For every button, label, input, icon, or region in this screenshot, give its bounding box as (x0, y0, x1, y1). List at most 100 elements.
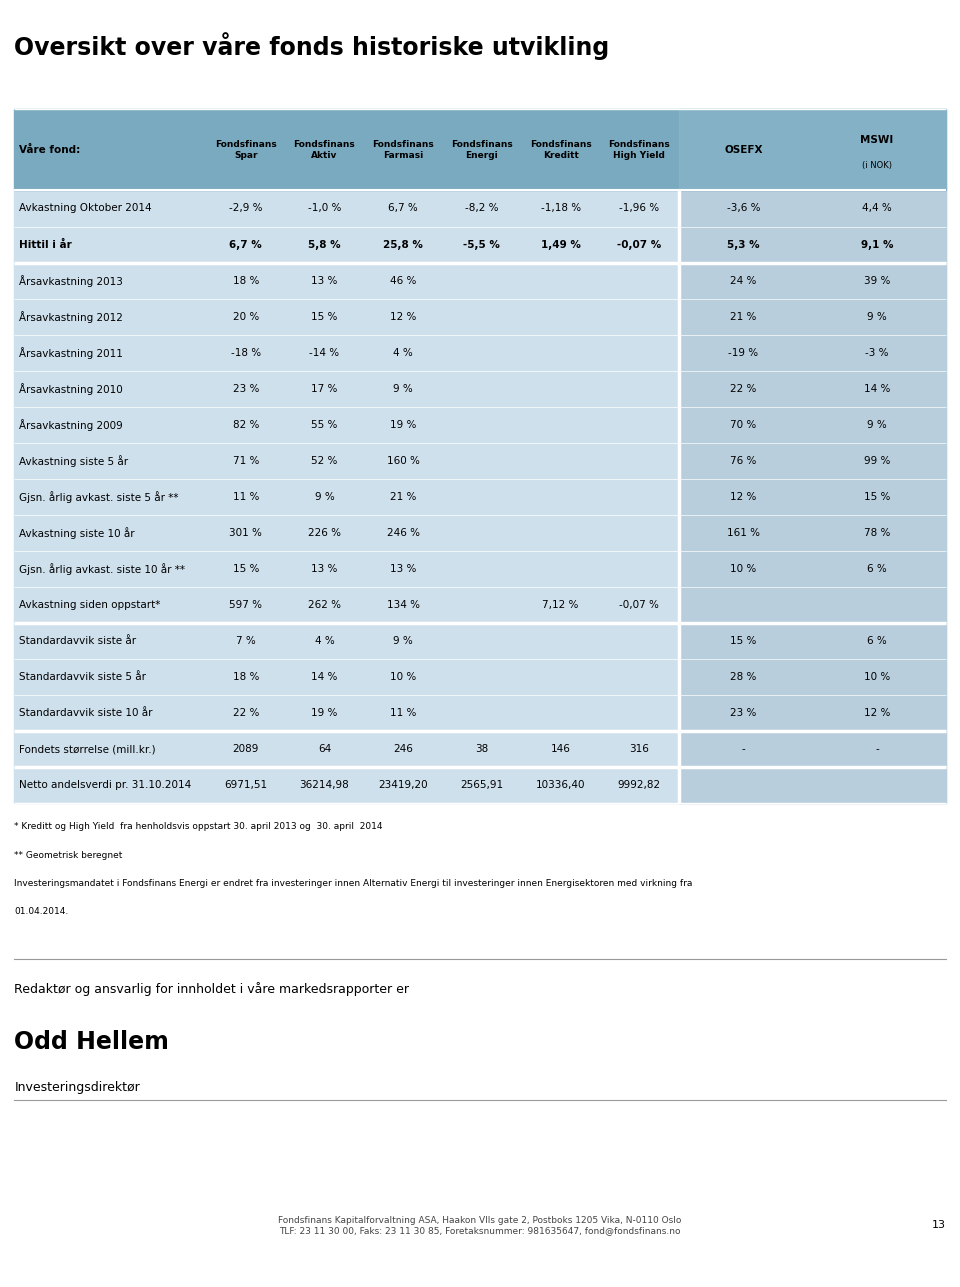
Text: Hittil i år: Hittil i år (19, 239, 72, 250)
Text: (i NOK): (i NOK) (862, 161, 892, 170)
Text: 597 %: 597 % (229, 600, 262, 610)
Text: 20 %: 20 % (232, 311, 259, 322)
Text: Gjsn. årlig avkast. siste 10 år **: Gjsn. årlig avkast. siste 10 år ** (19, 562, 185, 575)
Text: 46 %: 46 % (390, 275, 417, 286)
Text: 10 %: 10 % (864, 672, 890, 682)
Text: 23 %: 23 % (731, 708, 756, 718)
Text: 82 %: 82 % (232, 420, 259, 430)
Text: 246 %: 246 % (387, 528, 420, 538)
Text: 6,7 %: 6,7 % (389, 203, 418, 214)
Text: Årsavkastning 2011: Årsavkastning 2011 (19, 346, 123, 359)
Text: 17 %: 17 % (311, 384, 338, 394)
Text: -19 %: -19 % (729, 347, 758, 358)
Text: -14 %: -14 % (309, 347, 340, 358)
Text: 14 %: 14 % (864, 384, 890, 394)
Text: 78 %: 78 % (864, 528, 890, 538)
Text: Fondets størrelse (mill.kr.): Fondets størrelse (mill.kr.) (19, 744, 156, 754)
Text: 11 %: 11 % (390, 708, 417, 718)
Text: 9 %: 9 % (394, 384, 413, 394)
Text: 9992,82: 9992,82 (618, 780, 660, 790)
Text: 6 %: 6 % (867, 564, 887, 574)
Text: 15 %: 15 % (731, 636, 756, 646)
Text: 4 %: 4 % (394, 347, 413, 358)
Text: -2,9 %: -2,9 % (229, 203, 262, 214)
Text: 161 %: 161 % (727, 528, 760, 538)
Text: 7 %: 7 % (236, 636, 255, 646)
Text: 7,12 %: 7,12 % (542, 600, 579, 610)
Text: 9 %: 9 % (867, 311, 887, 322)
Text: 38: 38 (475, 744, 489, 754)
Text: 14 %: 14 % (311, 672, 338, 682)
Text: 10 %: 10 % (390, 672, 417, 682)
Text: -8,2 %: -8,2 % (466, 203, 498, 214)
Bar (679, 109, 946, 190)
Text: Odd Hellem: Odd Hellem (14, 1030, 169, 1054)
Text: 301 %: 301 % (229, 528, 262, 538)
Text: Årsavkastning 2009: Årsavkastning 2009 (19, 418, 123, 431)
Text: Årsavkastning 2013: Årsavkastning 2013 (19, 274, 123, 287)
Text: 22 %: 22 % (731, 384, 756, 394)
Text: 1,49 %: 1,49 % (540, 239, 581, 250)
Text: Årsavkastning 2010: Årsavkastning 2010 (19, 382, 123, 395)
Text: -: - (876, 744, 878, 754)
Text: 76 %: 76 % (731, 456, 756, 466)
Text: 4 %: 4 % (315, 636, 334, 646)
Text: 5,3 %: 5,3 % (728, 239, 759, 250)
Text: Fondsfinans
Kreditt: Fondsfinans Kreditt (530, 140, 591, 160)
Text: 25,8 %: 25,8 % (383, 239, 423, 250)
Text: MSWI: MSWI (860, 135, 894, 144)
Text: 10336,40: 10336,40 (536, 780, 586, 790)
Text: 5,8 %: 5,8 % (308, 239, 341, 250)
Text: -3 %: -3 % (865, 347, 889, 358)
Text: 12 %: 12 % (390, 311, 417, 322)
Text: 2089: 2089 (232, 744, 259, 754)
Text: 262 %: 262 % (308, 600, 341, 610)
Bar (14, 190, 946, 803)
Text: 146: 146 (551, 744, 570, 754)
Text: 9 %: 9 % (867, 420, 887, 430)
Text: Standardavvik siste 10 år: Standardavvik siste 10 år (19, 708, 153, 718)
Text: -1,18 %: -1,18 % (540, 203, 581, 214)
Text: Investeringsdirektør: Investeringsdirektør (14, 1081, 140, 1094)
Text: Investeringsmandatet i Fondsfinans Energi er endret fra investeringer innen Alte: Investeringsmandatet i Fondsfinans Energ… (14, 879, 693, 888)
Text: Årsavkastning 2012: Årsavkastning 2012 (19, 310, 123, 323)
Text: Standardavvik siste år: Standardavvik siste år (19, 636, 136, 646)
Text: -1,0 %: -1,0 % (308, 203, 341, 214)
Text: Avkastning siste 5 år: Avkastning siste 5 år (19, 454, 129, 467)
Text: 15 %: 15 % (311, 311, 338, 322)
Text: Redaktør og ansvarlig for innholdet i våre markedsrapporter er: Redaktør og ansvarlig for innholdet i vå… (14, 982, 409, 996)
Text: Avkastning siste 10 år: Avkastning siste 10 år (19, 526, 134, 539)
Text: Våre fond:: Våre fond: (19, 145, 81, 154)
Text: 70 %: 70 % (731, 420, 756, 430)
Text: 15 %: 15 % (864, 492, 890, 502)
Text: 39 %: 39 % (864, 275, 890, 286)
Text: 18 %: 18 % (232, 275, 259, 286)
Text: 19 %: 19 % (390, 420, 417, 430)
Text: 13 %: 13 % (311, 564, 338, 574)
Text: 2565,91: 2565,91 (461, 780, 503, 790)
Bar (679, 190, 946, 803)
Text: Fondsfinans
Aktiv: Fondsfinans Aktiv (294, 140, 355, 160)
Text: 21 %: 21 % (731, 311, 756, 322)
Text: 316: 316 (630, 744, 649, 754)
Text: -5,5 %: -5,5 % (464, 239, 500, 250)
Text: 9 %: 9 % (315, 492, 334, 502)
Text: OSEFX: OSEFX (724, 145, 763, 154)
Text: 160 %: 160 % (387, 456, 420, 466)
Text: ** Geometrisk beregnet: ** Geometrisk beregnet (14, 851, 123, 860)
Text: Avkastning Oktober 2014: Avkastning Oktober 2014 (19, 203, 152, 214)
Text: 64: 64 (318, 744, 331, 754)
Text: 13 %: 13 % (311, 275, 338, 286)
Text: 24 %: 24 % (731, 275, 756, 286)
Text: -3,6 %: -3,6 % (727, 203, 760, 214)
Text: 6,7 %: 6,7 % (229, 239, 262, 250)
Text: 10 %: 10 % (731, 564, 756, 574)
Text: 22 %: 22 % (232, 708, 259, 718)
Text: -0,07 %: -0,07 % (619, 600, 660, 610)
Text: Fondsfinans
Spar: Fondsfinans Spar (215, 140, 276, 160)
Text: 226 %: 226 % (308, 528, 341, 538)
Text: * Kreditt og High Yield  fra henholdsvis oppstart 30. april 2013 og  30. april  : * Kreditt og High Yield fra henholdsvis … (14, 822, 383, 831)
Text: Fondsfinans
High Yield: Fondsfinans High Yield (609, 140, 670, 160)
Text: 23419,20: 23419,20 (378, 780, 428, 790)
Text: -18 %: -18 % (230, 347, 261, 358)
